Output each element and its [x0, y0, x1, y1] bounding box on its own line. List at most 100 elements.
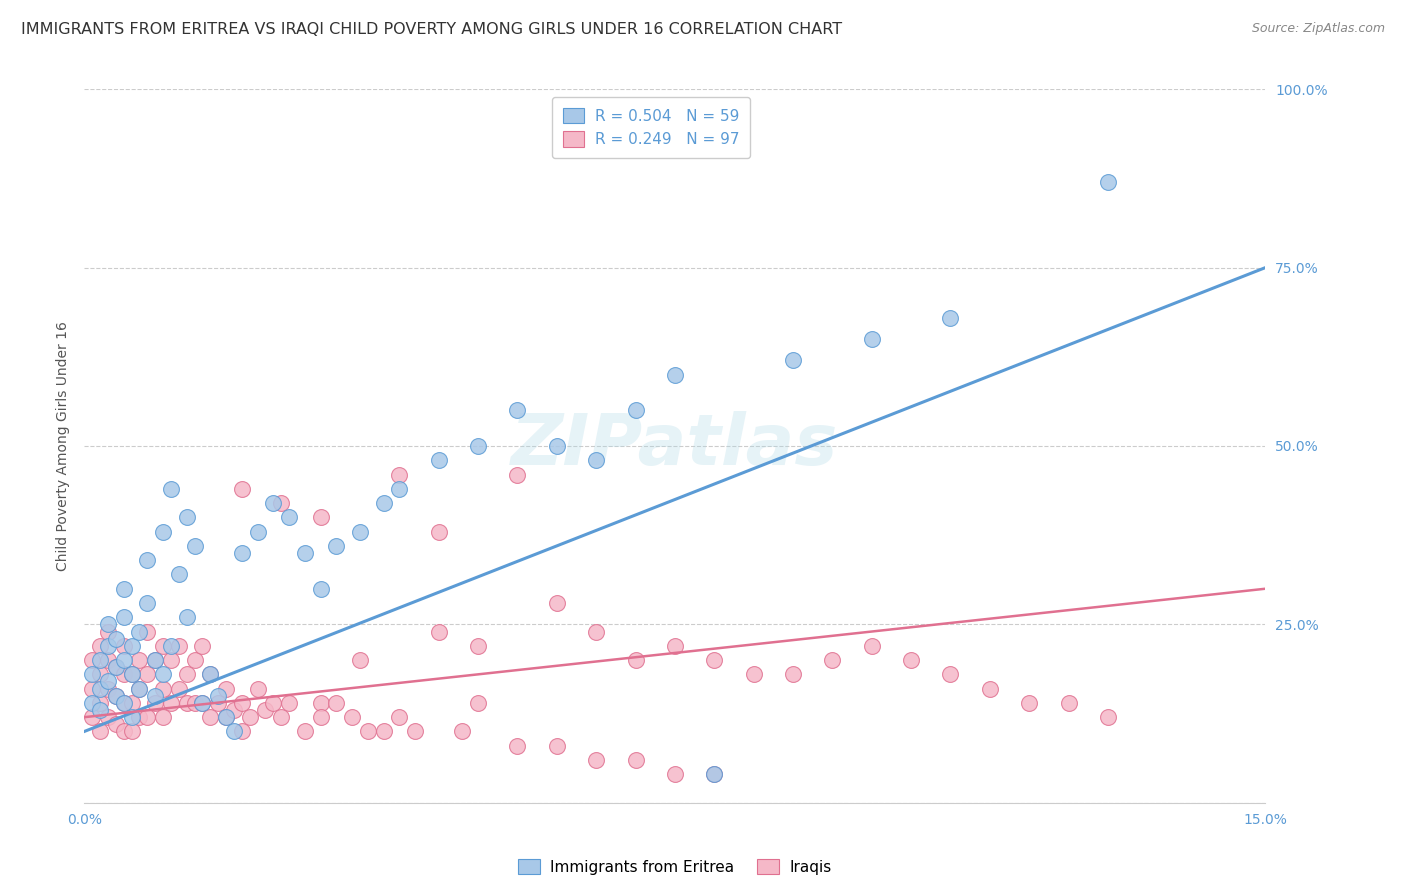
Point [349, 653, 371, 667]
Point [246, 524, 269, 539]
Point [1018, 696, 1040, 710]
Point [128, 681, 150, 696]
Point [703, 767, 725, 781]
Point [860, 639, 883, 653]
Point [152, 524, 174, 539]
Point [231, 724, 253, 739]
Point [939, 667, 962, 681]
Point [200, 667, 222, 681]
Point [112, 653, 135, 667]
Point [254, 703, 277, 717]
Point [703, 653, 725, 667]
Point [294, 724, 316, 739]
Point [215, 710, 238, 724]
Point [82, 696, 104, 710]
Point [231, 482, 253, 496]
Point [176, 696, 198, 710]
Point [82, 681, 104, 696]
Point [703, 767, 725, 781]
Point [104, 660, 127, 674]
Point [136, 710, 159, 724]
Point [143, 653, 166, 667]
Point [451, 724, 474, 739]
Point [546, 439, 568, 453]
Point [900, 653, 922, 667]
Point [183, 539, 205, 553]
Point [222, 724, 245, 739]
Point [215, 681, 238, 696]
Point [128, 653, 150, 667]
Point [167, 639, 190, 653]
Point [357, 724, 380, 739]
Point [121, 639, 143, 653]
Point [278, 510, 301, 524]
Point [121, 696, 143, 710]
Point [160, 482, 183, 496]
Point [104, 689, 127, 703]
Point [939, 310, 962, 325]
Point [467, 439, 489, 453]
Point [89, 703, 111, 717]
Point [506, 467, 529, 482]
Point [97, 653, 120, 667]
Point [506, 739, 529, 753]
Point [167, 681, 190, 696]
Point [176, 667, 198, 681]
Point [742, 667, 765, 681]
Point [467, 696, 489, 710]
Point [246, 681, 269, 696]
Point [191, 639, 214, 653]
Point [112, 639, 135, 653]
Point [128, 624, 150, 639]
Point [97, 674, 120, 689]
Y-axis label: Child Poverty Among Girls Under 16: Child Poverty Among Girls Under 16 [56, 321, 70, 571]
Point [546, 596, 568, 610]
Point [664, 368, 686, 382]
Point [82, 653, 104, 667]
Point [128, 710, 150, 724]
Point [782, 353, 804, 368]
Point [860, 332, 883, 346]
Point [136, 596, 159, 610]
Point [97, 710, 120, 724]
Point [97, 617, 120, 632]
Point [112, 724, 135, 739]
Text: Source: ZipAtlas.com: Source: ZipAtlas.com [1251, 22, 1385, 36]
Point [112, 610, 135, 624]
Point [309, 710, 332, 724]
Point [191, 696, 214, 710]
Point [1097, 175, 1119, 189]
Point [231, 696, 253, 710]
Point [121, 710, 143, 724]
Point [82, 667, 104, 681]
Point [1097, 710, 1119, 724]
Point [585, 624, 607, 639]
Point [278, 696, 301, 710]
Point [427, 624, 450, 639]
Point [143, 689, 166, 703]
Point [340, 710, 363, 724]
Point [664, 767, 686, 781]
Point [624, 753, 647, 767]
Point [239, 710, 262, 724]
Point [782, 667, 804, 681]
Point [128, 681, 150, 696]
Point [160, 696, 183, 710]
Point [388, 482, 411, 496]
Point [1057, 696, 1080, 710]
Point [191, 696, 214, 710]
Point [112, 696, 135, 710]
Point [97, 639, 120, 653]
Text: IMMIGRANTS FROM ERITREA VS IRAQI CHILD POVERTY AMONG GIRLS UNDER 16 CORRELATION : IMMIGRANTS FROM ERITREA VS IRAQI CHILD P… [21, 22, 842, 37]
Point [104, 717, 127, 731]
Point [585, 753, 607, 767]
Point [427, 524, 450, 539]
Point [546, 739, 568, 753]
Point [309, 582, 332, 596]
Point [373, 724, 395, 739]
Point [160, 653, 183, 667]
Point [104, 660, 127, 674]
Point [207, 696, 229, 710]
Point [404, 724, 426, 739]
Point [136, 624, 159, 639]
